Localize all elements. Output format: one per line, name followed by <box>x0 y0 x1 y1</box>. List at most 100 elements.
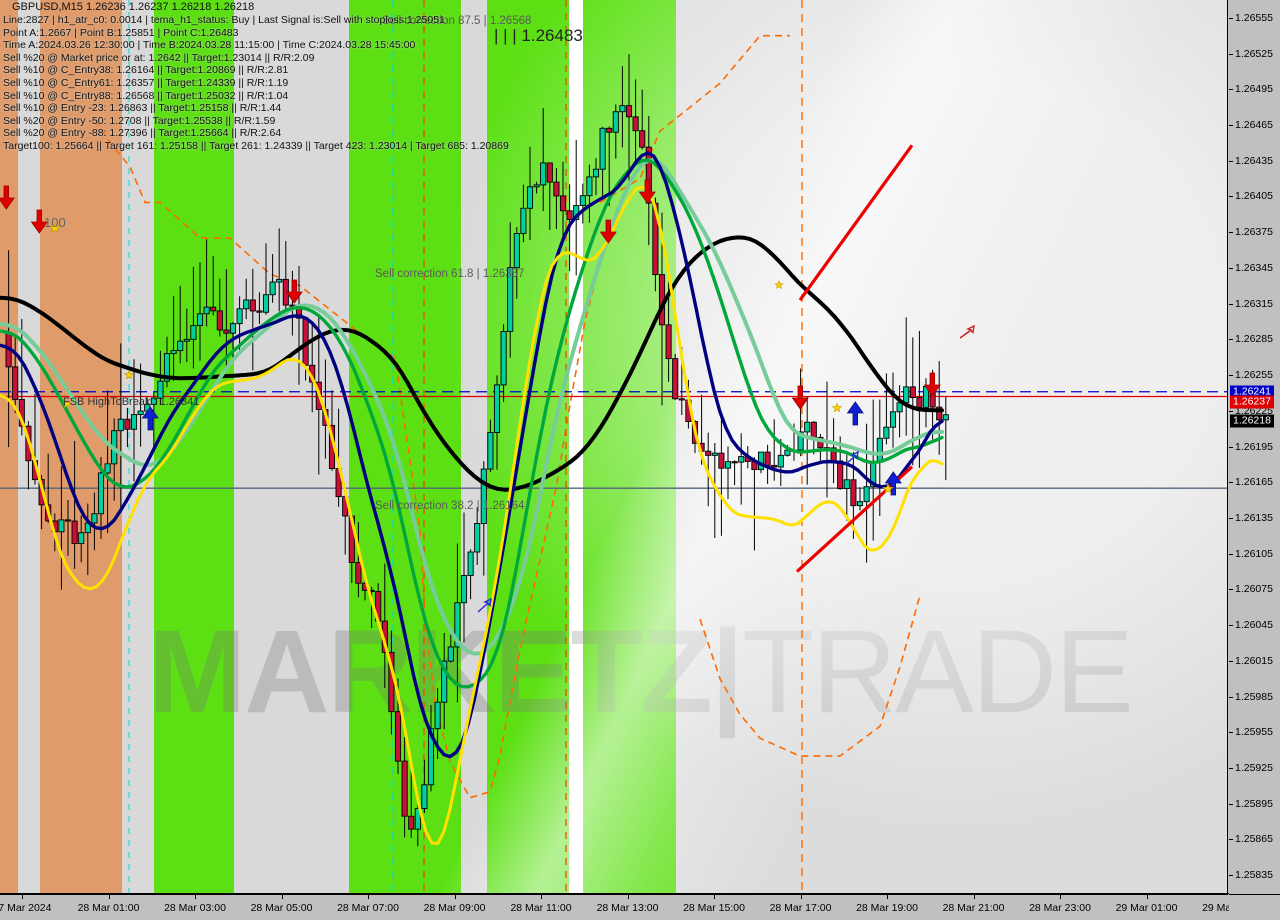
price-tick-label: 1.26345 <box>1235 261 1273 274</box>
price-tick <box>1229 517 1233 519</box>
time-tick-label: 28 Mar 03:00 <box>164 902 226 914</box>
annotation-fsb-high-to-break: FSB HighToBreak : 1.26341 <box>63 396 200 408</box>
chart-plot-area[interactable]: MARKETZ | TRADE Sell correction 87.5 | 1… <box>0 0 1228 893</box>
time-tick-label: 28 Mar 09:00 <box>423 902 486 914</box>
time-tick-label: 28 Mar 17:00 <box>769 902 832 914</box>
time-tick-label: 29 Mar 01:00 <box>1115 902 1178 914</box>
price-tick <box>1229 303 1233 305</box>
time-tick <box>887 895 888 899</box>
price-tick <box>1229 625 1233 627</box>
info-line-0: Line:2827 | h1_atr_c0: 0.0014 | tema_h1_… <box>3 14 445 26</box>
info-line-9: Sell %20 @ Entry -88: 1.27396 || Target:… <box>3 127 282 140</box>
price-tick <box>1229 875 1233 877</box>
price-tick-label: 1.26405 <box>1235 190 1273 203</box>
price-tick <box>1229 267 1233 269</box>
price-tick-label: 1.26315 <box>1235 297 1273 310</box>
last-label: 1.26218 <box>1230 414 1274 428</box>
price-tick-label: 1.26525 <box>1235 47 1273 60</box>
price-tick-label: 1.25895 <box>1235 797 1273 810</box>
plot-bottom-border <box>0 893 1229 894</box>
time-tick-label: 28 Mar 01:00 <box>77 902 140 914</box>
time-tick-label: 28 Mar 19:00 <box>856 902 918 914</box>
annotation-lot-size: 100 <box>44 215 66 230</box>
time-tick <box>281 895 283 899</box>
time-tick-label: 28 Mar 05:00 <box>250 902 313 914</box>
price-tick-label: 1.26435 <box>1235 154 1273 167</box>
session-band-9 <box>569 0 583 893</box>
info-line-5: Sell %10 @ C_Entry61: 1.26357 || Target:… <box>3 76 289 89</box>
price-tick <box>1229 803 1233 805</box>
price-tick <box>1229 125 1233 127</box>
price-tick <box>1229 375 1233 377</box>
info-line-6: Sell %10 @ C_Entry88: 1.26568 || Target:… <box>3 89 289 102</box>
symbol-header: GBPUSD,M15 1.26236 1.26237 1.26218 1.262… <box>12 1 255 13</box>
time-axis[interactable]: 27 Mar 2024 28 Mar 01:00 28 Mar 03:00 28 Ma… <box>0 894 1264 920</box>
time-tick <box>108 895 110 899</box>
price-tick-label: 1.26165 <box>1235 476 1273 489</box>
price-tick <box>1229 339 1233 341</box>
session-band-11 <box>676 0 1227 893</box>
price-tick <box>1229 160 1233 162</box>
time-tick <box>454 895 456 899</box>
price-tick-label: 1.26555 <box>1235 11 1273 24</box>
annotation-correction-61: Sell correction 61.8 | 1.26357 <box>375 268 525 280</box>
time-tick-label: 28 Mar 21:00 <box>942 902 1005 914</box>
time-tick-label: 28 Mar 13:00 <box>596 902 659 914</box>
session-band-10 <box>583 0 676 893</box>
price-tick-label: 1.26045 <box>1235 619 1273 632</box>
time-tick <box>1060 895 1061 899</box>
bid-label: 1.26241 <box>1230 385 1274 399</box>
info-line-2: Time A:2024.03.26 12:30:00 | Time B:2024… <box>3 39 416 52</box>
time-tick <box>368 895 369 899</box>
price-tick-label: 1.26075 <box>1235 583 1273 596</box>
time-tick <box>541 895 542 899</box>
info-line-4: Sell %10 @ C_Entry38: 1.26164 || Target:… <box>3 64 289 77</box>
price-tick-label: 1.26255 <box>1235 369 1273 382</box>
price-tick <box>1229 589 1233 591</box>
info-line-1: Point A:1.2667 | Point B:1.25851 | Point… <box>3 26 239 39</box>
price-tick-label: 1.25925 <box>1235 761 1273 774</box>
time-tick <box>714 895 715 899</box>
price-tick <box>1229 17 1233 19</box>
time-tick-label: 28 Mar 15:00 <box>683 902 745 914</box>
time-tick-label: 28 Mar 07:00 <box>337 902 399 914</box>
time-tick <box>1146 895 1148 899</box>
time-tick-label: 28 Mar 23:00 <box>1029 902 1091 914</box>
info-line-3: Sell %20 @ Market price or at: 1.2642 ||… <box>3 51 315 64</box>
info-line-10: Target100: 1.25664 || Target 161: 1.2515… <box>3 139 509 152</box>
price-tick-label: 1.25835 <box>1235 869 1273 882</box>
info-line-7: Sell %10 @ Entry -23: 1.26863 || Target:… <box>3 102 282 115</box>
price-tick <box>1229 232 1233 234</box>
price-tick-label: 1.26465 <box>1235 119 1273 132</box>
price-tick <box>1229 482 1233 484</box>
price-tick-label: 1.26105 <box>1235 547 1273 560</box>
price-tick <box>1229 696 1233 698</box>
price-tick <box>1229 446 1233 448</box>
price-axis[interactable]: 1.26555 1.26525 1.26495 1.26465 1.26435 1.264… <box>1229 0 1280 893</box>
time-tick <box>800 895 802 899</box>
time-tick-label: 27 Mar 2024 <box>0 902 52 914</box>
strategy-info-block: Line:2827 | h1_atr_c0: 0.0014 | tema_h1_… <box>3 14 509 153</box>
price-tick-label: 1.26015 <box>1235 654 1273 667</box>
price-tick <box>1229 660 1233 662</box>
price-tick-label: 1.25955 <box>1235 726 1273 739</box>
time-tick <box>195 895 196 899</box>
time-tick <box>973 895 975 899</box>
price-tick-label: 1.26135 <box>1235 511 1273 524</box>
price-tick <box>1229 553 1233 555</box>
price-tick <box>1229 410 1233 412</box>
time-tick <box>627 895 629 899</box>
price-tick <box>1229 839 1233 841</box>
price-tick-label: 1.25985 <box>1235 690 1273 703</box>
price-tick-label: 1.26195 <box>1235 440 1273 453</box>
price-tick <box>1229 53 1233 55</box>
price-tick-label: 1.25865 <box>1235 833 1273 846</box>
time-tick <box>22 895 23 899</box>
axis-corner <box>1229 894 1280 920</box>
info-line-8: Sell %20 @ Entry -50: 1.2708 || Target:1… <box>3 114 276 127</box>
time-tick-label: 28 Mar 11:00 <box>510 902 572 914</box>
price-tick-label: 1.26375 <box>1235 226 1273 239</box>
price-tick <box>1229 732 1233 734</box>
price-tick-label: 1.26285 <box>1235 333 1273 346</box>
